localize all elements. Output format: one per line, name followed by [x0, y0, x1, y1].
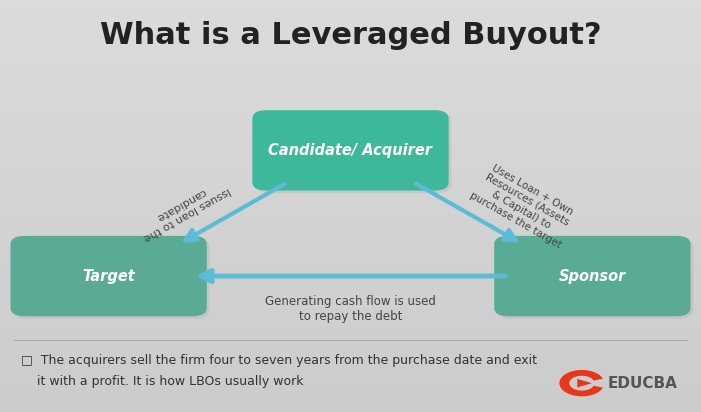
Text: Generating cash flow is used
to repay the debt: Generating cash flow is used to repay th… — [265, 295, 436, 323]
Text: Target: Target — [82, 269, 135, 283]
Wedge shape — [559, 370, 603, 396]
Text: it with a profit. It is how LBOs usually work: it with a profit. It is how LBOs usually… — [21, 375, 304, 388]
FancyBboxPatch shape — [255, 113, 451, 193]
Text: EDUCBA: EDUCBA — [608, 376, 678, 391]
FancyBboxPatch shape — [497, 238, 693, 319]
Text: Sponsor: Sponsor — [559, 269, 626, 283]
FancyBboxPatch shape — [494, 236, 690, 316]
FancyBboxPatch shape — [13, 238, 210, 319]
Polygon shape — [578, 379, 592, 387]
Text: □  The acquirers sell the firm four to seven years from the purchase date and ex: □ The acquirers sell the firm four to se… — [21, 354, 537, 367]
Text: What is a Leveraged Buyout?: What is a Leveraged Buyout? — [100, 21, 601, 49]
FancyBboxPatch shape — [11, 236, 207, 316]
Text: Uses Loan + Own
Resources (Assets
& Capital) to
purchase the target: Uses Loan + Own Resources (Assets & Capi… — [468, 160, 580, 250]
FancyBboxPatch shape — [252, 110, 449, 190]
Text: Issues loan to the
candidate: Issues loan to the candidate — [136, 176, 232, 243]
Text: Candidate/ Acquirer: Candidate/ Acquirer — [268, 143, 433, 158]
